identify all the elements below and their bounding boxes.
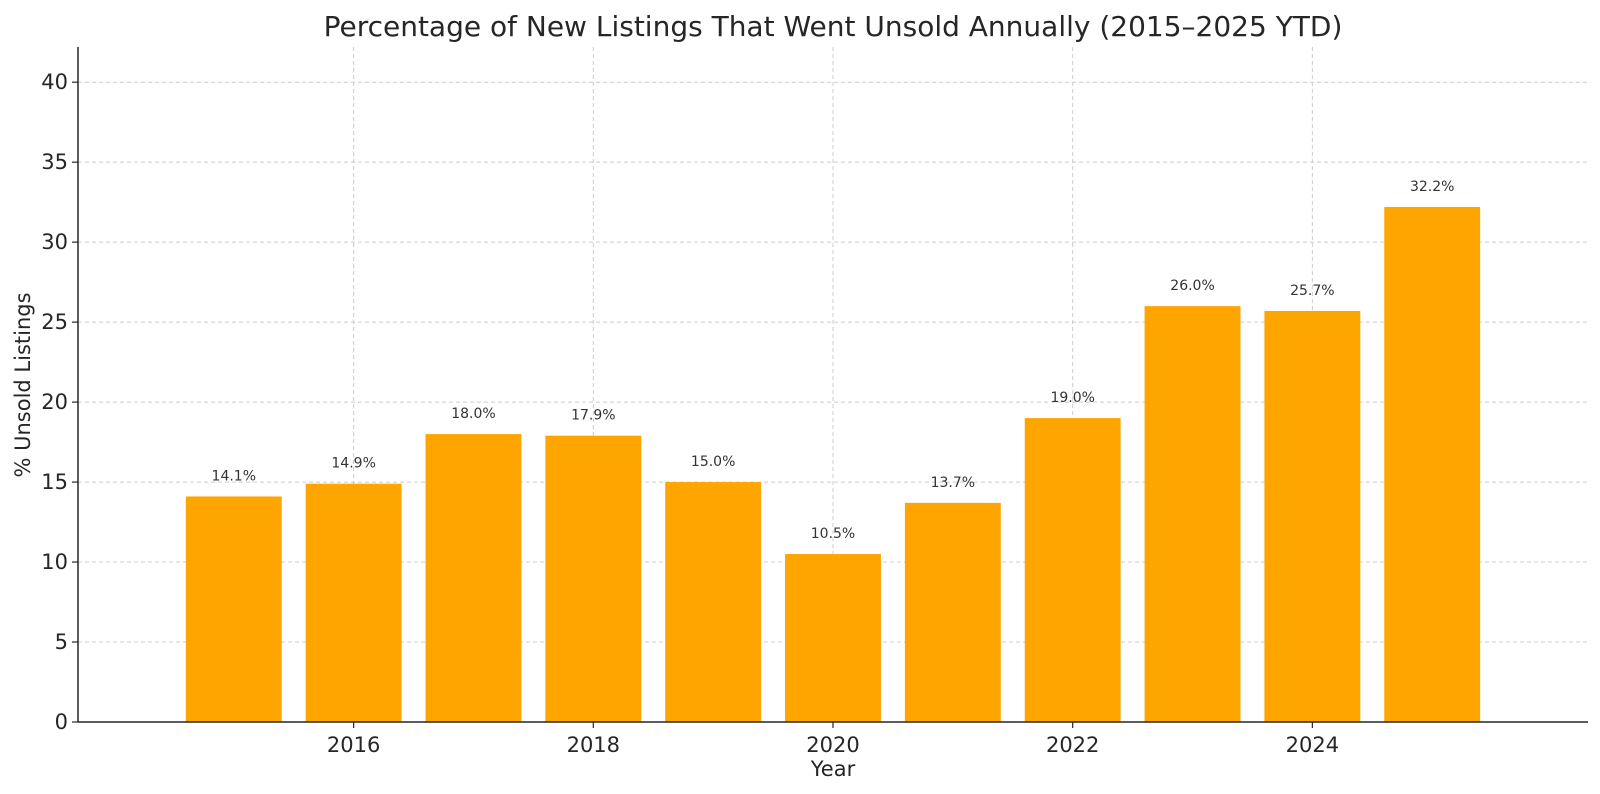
y-tick-label: 0	[55, 710, 68, 734]
y-axis-label: % Unsold Listings	[11, 292, 35, 477]
data-label-2021: 13.7%	[931, 475, 975, 491]
y-tick-label: 5	[55, 630, 68, 654]
data-label-2019: 15.0%	[691, 454, 735, 470]
y-tick-label: 35	[41, 150, 68, 174]
y-tick-label: 30	[41, 230, 68, 254]
bar-2022	[1024, 418, 1121, 722]
bar-2020	[785, 554, 881, 722]
x-tick-label: 2022	[1046, 733, 1099, 757]
data-label-2020: 10.5%	[811, 526, 855, 542]
bars	[185, 206, 1481, 722]
bar-2025	[1384, 206, 1481, 722]
data-label-2016: 14.9%	[331, 456, 375, 472]
data-label-2025: 32.2%	[1410, 179, 1454, 195]
bar-2018	[545, 435, 642, 722]
y-tick-label: 40	[41, 70, 68, 94]
y-tick-label: 25	[41, 310, 68, 334]
y-tick-label: 20	[41, 390, 68, 414]
data-label-2023: 26.0%	[1170, 278, 1214, 294]
x-axis-label: Year	[810, 757, 856, 781]
y-ticks: 0 5 10 15 20 25 30 35 40	[41, 70, 78, 734]
bar-2023	[1144, 306, 1241, 722]
y-tick-label: 15	[41, 470, 68, 494]
y-tick-label: 10	[41, 550, 68, 574]
chart-title: Percentage of New Listings That Went Uns…	[324, 10, 1343, 43]
bar-2024	[1264, 310, 1361, 722]
data-labels: 14.1% 14.9% 18.0% 17.9% 15.0% 10.5% 13.7% 19.0%…	[212, 179, 1455, 542]
x-tick-label: 2024	[1286, 733, 1339, 757]
x-tick-label: 2016	[327, 733, 380, 757]
data-label-2018: 17.9%	[571, 408, 615, 424]
data-label-2024: 25.7%	[1290, 283, 1334, 299]
data-label-2015: 14.1%	[212, 468, 256, 484]
x-tick-label: 2018	[567, 733, 620, 757]
x-ticks: 2016 2018 2020 2022 2024	[327, 722, 1339, 757]
bar-2019	[665, 482, 762, 722]
bar-2015	[185, 496, 282, 722]
data-label-2017: 18.0%	[451, 406, 495, 422]
bar-2021	[904, 502, 1001, 722]
bar-2017	[425, 434, 522, 722]
data-label-2022: 19.0%	[1050, 390, 1094, 406]
x-tick-label: 2020	[806, 733, 859, 757]
bar-2016	[305, 483, 402, 722]
